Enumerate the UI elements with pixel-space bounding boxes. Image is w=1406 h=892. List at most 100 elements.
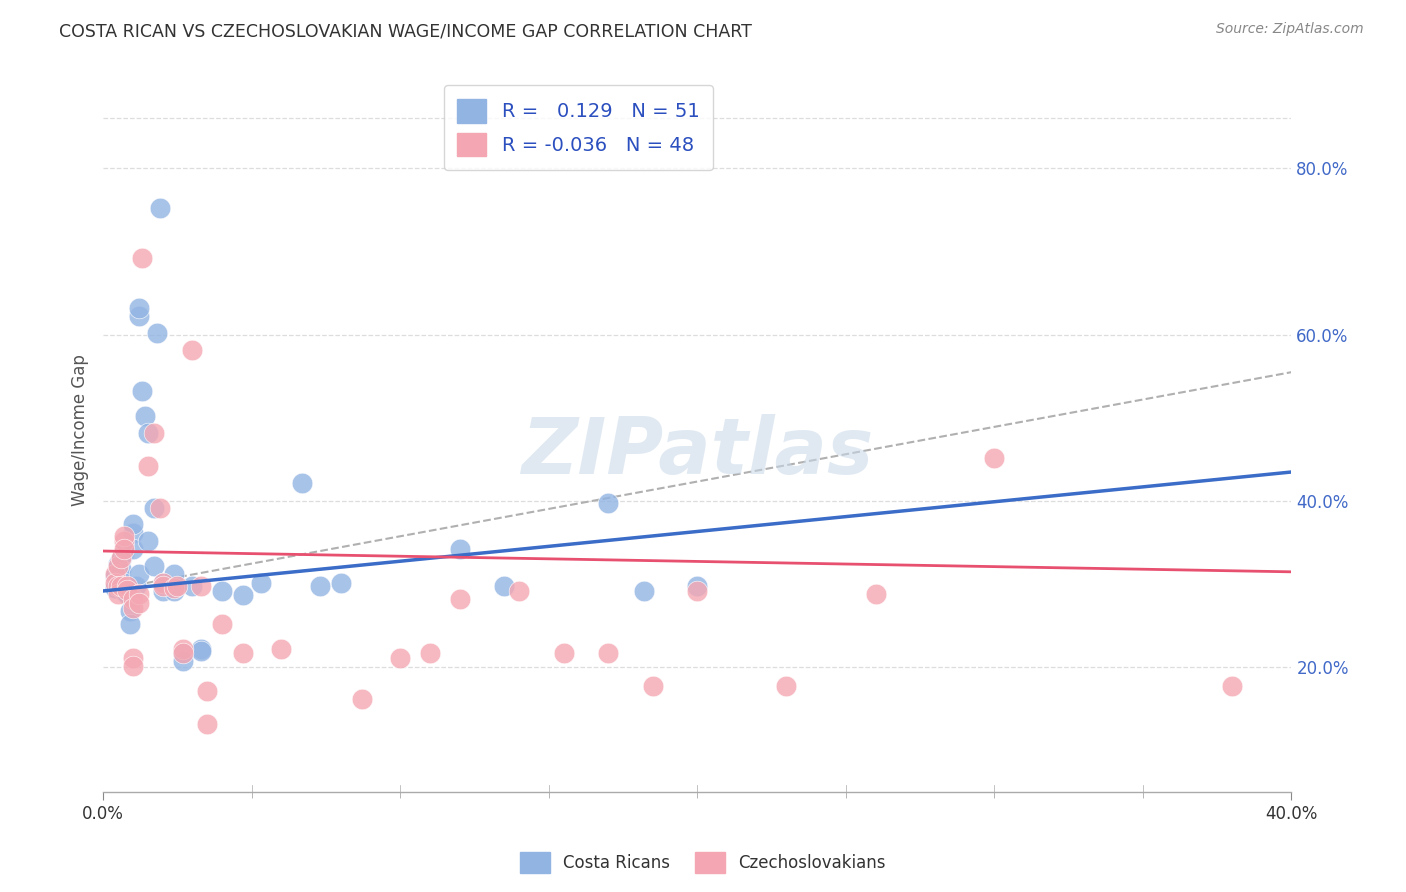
Point — [128, 596, 150, 610]
Point — [104, 582, 127, 596]
Point — [107, 579, 129, 593]
Point — [112, 575, 135, 590]
Point — [163, 584, 186, 599]
Point — [131, 251, 153, 265]
Point — [112, 534, 135, 549]
Point — [112, 546, 135, 560]
Point — [142, 500, 165, 515]
Point — [190, 644, 212, 658]
Point — [152, 584, 174, 599]
Point — [110, 552, 132, 566]
Point — [152, 579, 174, 593]
Point — [181, 343, 204, 357]
Point — [107, 579, 129, 593]
Point — [121, 541, 143, 556]
Point — [148, 500, 170, 515]
Point — [134, 409, 156, 424]
Point — [121, 658, 143, 673]
Point — [136, 459, 159, 474]
Point — [121, 525, 143, 540]
Point — [128, 301, 150, 315]
Point — [110, 579, 132, 593]
Point — [148, 201, 170, 215]
Point — [494, 579, 516, 593]
Point — [115, 583, 138, 598]
Point — [166, 579, 188, 593]
Point — [190, 642, 212, 657]
Point — [152, 575, 174, 590]
Point — [598, 646, 620, 660]
Legend: Costa Ricans, Czechoslovakians: Costa Ricans, Czechoslovakians — [513, 846, 893, 880]
Point — [291, 475, 314, 490]
Point — [211, 584, 233, 599]
Point — [110, 550, 132, 565]
Point — [983, 450, 1005, 465]
Point — [118, 604, 141, 618]
Point — [211, 617, 233, 632]
Text: COSTA RICAN VS CZECHOSLOVAKIAN WAGE/INCOME GAP CORRELATION CHART: COSTA RICAN VS CZECHOSLOVAKIAN WAGE/INCO… — [59, 22, 752, 40]
Point — [112, 529, 135, 543]
Point — [107, 587, 129, 601]
Point — [419, 646, 441, 660]
Point — [121, 592, 143, 607]
Point — [131, 384, 153, 399]
Legend: R =   0.129   N = 51, R = -0.036   N = 48: R = 0.129 N = 51, R = -0.036 N = 48 — [444, 86, 713, 169]
Point — [389, 650, 412, 665]
Point — [249, 575, 271, 590]
Point — [115, 580, 138, 594]
Point — [107, 572, 129, 586]
Point — [172, 646, 194, 660]
Point — [104, 575, 127, 590]
Point — [142, 425, 165, 440]
Point — [107, 557, 129, 571]
Point — [172, 646, 194, 660]
Point — [128, 310, 150, 324]
Point — [136, 425, 159, 440]
Point — [107, 559, 129, 574]
Point — [1220, 679, 1243, 693]
Point — [121, 517, 143, 532]
Point — [232, 646, 254, 660]
Point — [633, 584, 655, 599]
Point — [142, 559, 165, 574]
Point — [865, 587, 887, 601]
Point — [145, 326, 167, 340]
Point — [112, 584, 135, 599]
Point — [598, 496, 620, 510]
Point — [136, 534, 159, 549]
Point — [152, 575, 174, 590]
Point — [121, 650, 143, 665]
Point — [163, 582, 186, 596]
Point — [121, 600, 143, 615]
Point — [115, 587, 138, 601]
Point — [125, 579, 148, 593]
Point — [232, 588, 254, 602]
Point — [172, 654, 194, 668]
Point — [110, 562, 132, 576]
Point — [329, 575, 352, 590]
Point — [104, 567, 127, 582]
Point — [508, 584, 530, 599]
Point — [181, 579, 204, 593]
Point — [128, 587, 150, 601]
Point — [449, 592, 471, 607]
Text: Source: ZipAtlas.com: Source: ZipAtlas.com — [1216, 22, 1364, 37]
Point — [350, 692, 373, 706]
Point — [110, 571, 132, 585]
Point — [163, 567, 186, 582]
Point — [686, 584, 709, 599]
Point — [775, 679, 797, 693]
Point — [270, 642, 292, 657]
Point — [309, 579, 332, 593]
Point — [190, 579, 212, 593]
Y-axis label: Wage/Income Gap: Wage/Income Gap — [72, 354, 89, 507]
Point — [195, 683, 218, 698]
Text: ZIPatlas: ZIPatlas — [522, 414, 873, 490]
Point — [107, 560, 129, 574]
Point — [553, 646, 575, 660]
Point — [449, 542, 471, 557]
Point — [104, 569, 127, 583]
Point — [195, 717, 218, 731]
Point — [686, 579, 709, 593]
Point — [118, 617, 141, 632]
